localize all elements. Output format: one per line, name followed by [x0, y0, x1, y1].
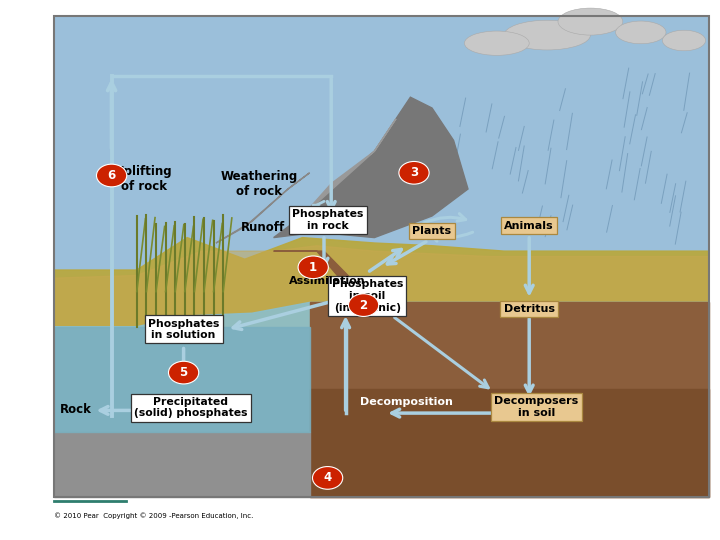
- Circle shape: [168, 361, 199, 384]
- Ellipse shape: [662, 30, 706, 51]
- Text: Animals: Animals: [505, 221, 554, 231]
- Text: Uplifting
of rock: Uplifting of rock: [115, 165, 173, 193]
- Text: Phosphates
in rock: Phosphates in rock: [292, 209, 364, 231]
- Polygon shape: [274, 97, 468, 238]
- Text: Rock: Rock: [60, 403, 91, 416]
- Polygon shape: [302, 119, 396, 216]
- Text: Plants: Plants: [413, 226, 451, 236]
- Polygon shape: [310, 302, 709, 497]
- Ellipse shape: [616, 21, 666, 44]
- Bar: [54, 16, 709, 497]
- Bar: [54, 16, 709, 497]
- Text: Assimilation: Assimilation: [289, 276, 366, 286]
- Text: Weathering
of rock: Weathering of rock: [220, 170, 298, 198]
- Circle shape: [399, 161, 429, 184]
- Polygon shape: [216, 173, 310, 243]
- Polygon shape: [54, 238, 709, 497]
- Polygon shape: [54, 432, 310, 497]
- Circle shape: [312, 467, 343, 489]
- Polygon shape: [274, 251, 374, 302]
- Polygon shape: [54, 246, 709, 497]
- Circle shape: [298, 256, 328, 279]
- Circle shape: [96, 164, 127, 187]
- Ellipse shape: [558, 8, 623, 35]
- Text: Runoff: Runoff: [240, 221, 285, 234]
- Text: © 2010 Pear  Copyright © 2009 -Pearson Education, Inc.: © 2010 Pear Copyright © 2009 -Pearson Ed…: [54, 512, 253, 519]
- Ellipse shape: [504, 20, 590, 50]
- Text: 1: 1: [309, 261, 318, 274]
- Ellipse shape: [464, 31, 529, 55]
- Text: Detritus: Detritus: [504, 304, 554, 314]
- Text: Phosphates
in solution: Phosphates in solution: [148, 319, 220, 340]
- Text: 4: 4: [323, 471, 332, 484]
- Text: 6: 6: [107, 169, 116, 182]
- Text: Precipitated
(solid) phosphates: Precipitated (solid) phosphates: [134, 397, 248, 418]
- Polygon shape: [54, 327, 310, 432]
- Circle shape: [348, 294, 379, 316]
- Text: Phosphates
in soil
(inorganic): Phosphates in soil (inorganic): [331, 279, 403, 313]
- Polygon shape: [310, 389, 709, 497]
- Text: 5: 5: [179, 366, 188, 379]
- Text: Decomposition: Decomposition: [361, 397, 453, 407]
- Polygon shape: [54, 302, 709, 497]
- Text: 2: 2: [359, 299, 368, 312]
- Text: 3: 3: [410, 166, 418, 179]
- Text: Decomposers
in soil: Decomposers in soil: [494, 396, 579, 418]
